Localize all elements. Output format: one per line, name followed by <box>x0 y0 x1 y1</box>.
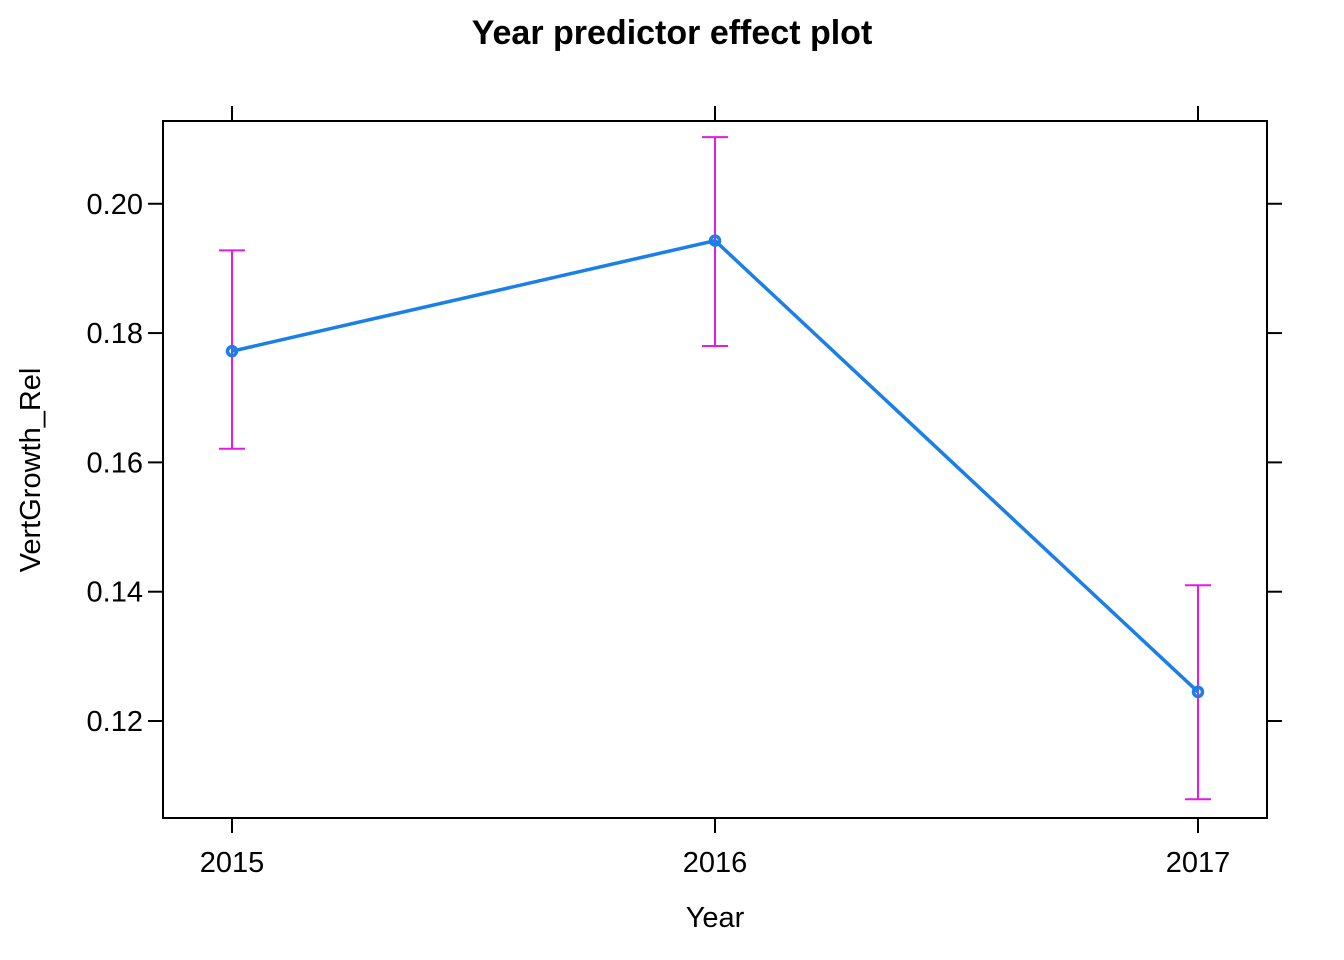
y-axis-title: VertGrowth_Rel <box>15 368 47 573</box>
error-bars <box>219 136 1211 801</box>
data-points <box>225 234 1205 699</box>
chart-title: Year predictor effect plot <box>472 14 873 52</box>
x-axis-ticks-top <box>231 106 1199 121</box>
data-point <box>225 344 239 358</box>
y-axis-ticks-right <box>1267 202 1282 723</box>
y-tick-label: 0.20 <box>87 189 143 221</box>
x-tick-label: 2017 <box>1166 847 1231 879</box>
x-axis-title: Year <box>686 902 745 934</box>
x-axis-ticks-bottom <box>231 818 1199 833</box>
x-tick-labels: 2015 2016 2017 <box>200 847 1231 879</box>
error-bar <box>1185 584 1211 801</box>
y-axis-ticks-left <box>148 202 163 723</box>
series-line <box>231 238 1200 694</box>
x-tick-label: 2016 <box>683 847 748 879</box>
y-tick-label: 0.18 <box>87 318 143 350</box>
y-tick-label: 0.14 <box>87 577 143 609</box>
y-tick-label: 0.12 <box>87 706 143 738</box>
x-tick-label: 2015 <box>200 847 265 879</box>
y-tick-labels: 0.12 0.14 0.16 0.18 0.20 <box>87 189 143 738</box>
data-point <box>1191 685 1205 699</box>
data-point <box>708 234 722 247</box>
y-tick-label: 0.16 <box>87 447 143 479</box>
